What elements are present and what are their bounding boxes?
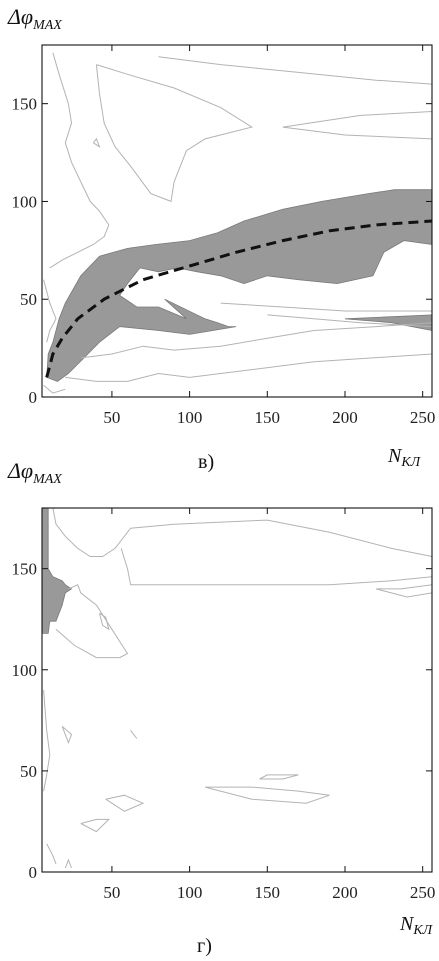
plot-frame	[41, 44, 433, 398]
y-tick-label: 0	[29, 863, 38, 882]
contour-line-4	[158, 56, 432, 85]
contour-line-3	[282, 110, 432, 140]
y-tick-label: 100	[12, 192, 38, 211]
contour-line-9	[204, 786, 330, 804]
x-tick-label: 100	[177, 408, 203, 427]
y-tick-label: 150	[12, 560, 38, 579]
x-axis-label-main: N	[399, 913, 415, 935]
panel-label: в)	[198, 451, 214, 473]
x-axis-label-sub: КЛ	[412, 923, 433, 938]
contour-line-7	[61, 726, 73, 744]
shaded-region-2	[344, 314, 432, 331]
contour-line-9	[65, 353, 432, 382]
contour-line-2	[120, 548, 432, 586]
x-axis-label-main: N	[387, 445, 403, 467]
contour-line-5	[92, 137, 101, 148]
x-axis-label: NКЛ	[399, 913, 434, 938]
contour-line-5	[375, 584, 432, 598]
trend-line-dashed	[45, 219, 432, 378]
y-tick-label: 50	[20, 762, 37, 781]
y-tick-label: 50	[20, 290, 37, 309]
x-tick-label: 200	[332, 408, 358, 427]
x-tick-label: 100	[177, 883, 203, 902]
contour-line-11	[105, 794, 145, 812]
x-tick-label: 150	[255, 408, 281, 427]
shaded-region-1	[46, 189, 432, 382]
shaded-region-1	[42, 508, 73, 634]
plot-area	[43, 52, 432, 394]
y-axis-label: ΔφMAX	[7, 4, 62, 33]
y-tick-label: 150	[12, 95, 38, 114]
contour-line-10	[259, 774, 299, 780]
contour-line-7	[267, 314, 432, 328]
x-tick-label: 250	[410, 408, 436, 427]
contour-line-2	[95, 64, 254, 203]
contour-line-6	[220, 302, 432, 312]
x-tick-label: 50	[103, 408, 120, 427]
y-axis-label-main: Δφ	[7, 4, 33, 29]
contour-line-1	[52, 508, 432, 557]
contour-line-13	[46, 843, 57, 865]
contour-line-12	[80, 818, 111, 833]
contour-line-8	[130, 730, 138, 739]
plot-area	[42, 508, 432, 869]
contour-line-6	[43, 689, 51, 792]
plot-frame	[41, 507, 433, 873]
y-axis-label-sub: MAX	[32, 472, 62, 487]
panel-label: г)	[197, 935, 212, 957]
x-axis-label-sub: КЛ	[400, 455, 421, 470]
contour-line-11	[43, 384, 66, 394]
contour-line-10	[43, 279, 57, 343]
y-axis-label-main: Δφ	[7, 458, 33, 483]
x-tick-label: 150	[255, 883, 281, 902]
contour-line-8	[80, 322, 432, 359]
contour-line-1	[49, 52, 110, 269]
contour-line-3	[55, 584, 129, 659]
contour-line-14	[64, 858, 72, 869]
y-axis-label: ΔφMAX	[7, 458, 62, 487]
x-tick-label: 250	[410, 883, 436, 902]
contour-line-4	[99, 612, 110, 631]
x-tick-label: 50	[103, 883, 120, 902]
x-tick-label: 200	[332, 883, 358, 902]
x-axis-label: NКЛ	[387, 445, 422, 470]
y-tick-label: 100	[12, 661, 38, 680]
chart-panel-1: 50 100 150 200 250 0 50 100 150 ΔφMAX NКЛ в)	[7, 4, 435, 473]
y-axis-label-sub: MAX	[32, 18, 62, 33]
y-tick-label: 0	[29, 388, 38, 407]
